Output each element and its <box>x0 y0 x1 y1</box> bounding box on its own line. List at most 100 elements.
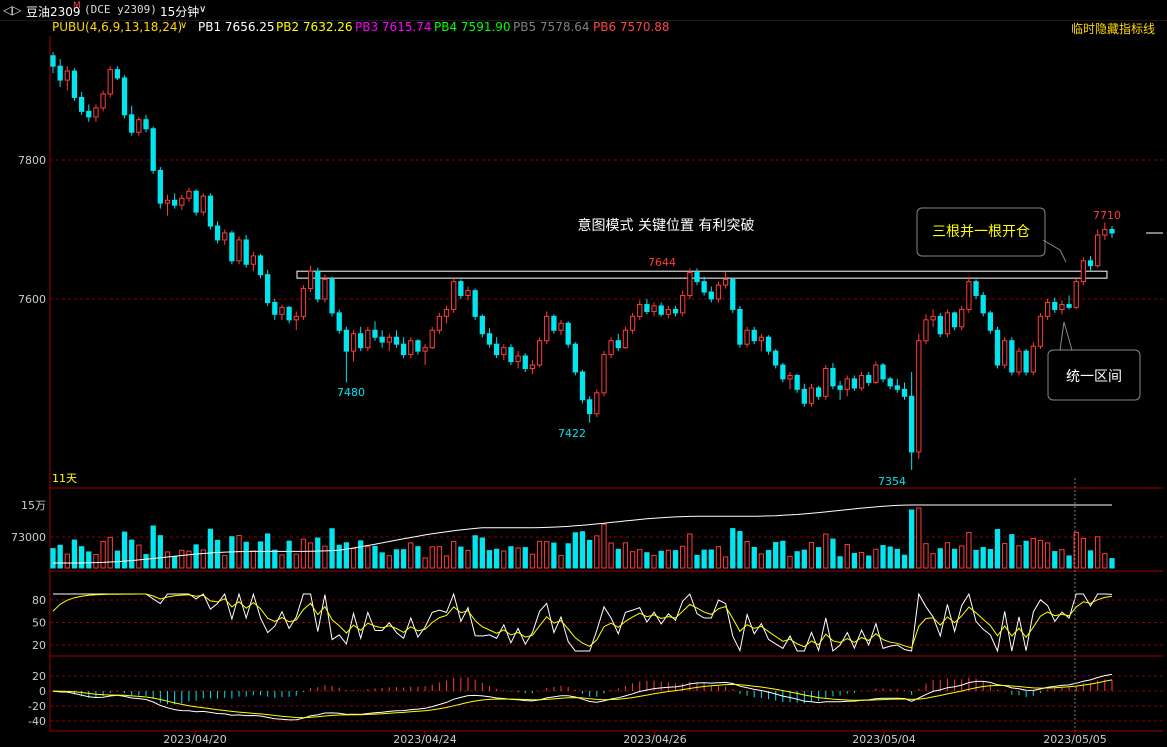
indicator-chevron-icon[interactable]: ∨ <box>180 20 188 31</box>
candle <box>200 195 206 213</box>
volume-bar <box>758 553 765 569</box>
candle <box>300 288 307 317</box>
volume-bar <box>57 544 63 569</box>
candle <box>687 272 693 297</box>
volume-bar <box>100 540 106 569</box>
candle <box>71 70 78 98</box>
candle <box>730 279 736 310</box>
candle <box>672 308 679 314</box>
volume-bar <box>508 546 514 569</box>
candle <box>1052 301 1058 310</box>
volume-bar <box>379 552 385 569</box>
volume-bar <box>1009 534 1015 569</box>
candle <box>114 69 121 79</box>
candle <box>680 295 686 314</box>
candle <box>844 378 850 390</box>
double-arrow-icon[interactable]: ◁▷ <box>3 3 22 17</box>
volume-bar <box>186 550 192 569</box>
volume-bar <box>794 551 800 569</box>
volume-bar <box>358 540 364 569</box>
x-tick-label: 2023/05/05 <box>1043 733 1106 746</box>
candle <box>1080 260 1087 283</box>
volume-bar <box>665 549 672 569</box>
candle <box>322 279 328 300</box>
volume-bar <box>866 555 872 569</box>
candle <box>429 329 435 349</box>
callout-box <box>1047 349 1141 401</box>
indicator-name[interactable]: PUBU(4,6,9,13,18,24) <box>52 20 183 34</box>
volume-bar <box>71 539 78 569</box>
candle <box>594 392 600 415</box>
candle <box>572 343 578 373</box>
volume-bar <box>751 546 757 569</box>
hide-indicator-button[interactable]: 临时隐藏指标线 <box>1070 22 1155 36</box>
volume-bar <box>479 537 485 569</box>
volume-bar <box>422 557 428 569</box>
volume-tick-label: 73000 <box>11 531 46 544</box>
volume-bar <box>171 556 178 569</box>
candle <box>350 333 357 352</box>
candle <box>214 225 221 241</box>
volume-bar <box>200 549 206 569</box>
candle <box>50 55 56 67</box>
candle <box>937 315 943 335</box>
candle <box>923 319 929 342</box>
candle <box>866 374 872 383</box>
x-tick-label: 2023/04/26 <box>623 733 686 746</box>
candle <box>93 107 99 118</box>
volume-bar <box>551 542 557 569</box>
candle <box>622 329 629 349</box>
price-annotation: 意图模式 关键位置 有利突破 <box>578 217 755 234</box>
period-selector[interactable]: 15分钟 <box>160 5 200 19</box>
volume-bar <box>1109 558 1115 569</box>
volume-bar <box>701 549 707 569</box>
volume-bar <box>687 533 693 569</box>
candle <box>522 355 528 369</box>
candle <box>887 378 893 387</box>
volume-bar <box>336 544 342 569</box>
volume-bar <box>601 523 607 569</box>
callout-pointer <box>1059 321 1073 351</box>
candle <box>501 347 507 356</box>
volume-bar <box>780 540 786 569</box>
candle <box>1016 350 1022 373</box>
candle <box>358 333 364 349</box>
volume-bar <box>851 552 858 569</box>
symbol-name[interactable]: 豆油2309 <box>26 5 81 19</box>
candle <box>758 336 765 342</box>
volume-bar <box>715 546 722 569</box>
candle <box>694 272 700 283</box>
volume-bar <box>1059 549 1065 569</box>
volume-bar <box>637 549 643 569</box>
chevron-down-icon[interactable]: ∨ <box>199 4 207 15</box>
volume-bar <box>937 548 943 569</box>
candle <box>179 197 185 206</box>
volume-bar <box>1023 540 1029 569</box>
volume-bar <box>1095 536 1101 569</box>
volume-bar <box>86 551 92 569</box>
candle <box>880 364 886 380</box>
volume-bar <box>393 549 400 569</box>
candle <box>1073 281 1079 308</box>
volume-bar <box>343 542 350 569</box>
volume-bar <box>250 550 256 569</box>
candle <box>493 343 500 356</box>
candle <box>815 387 822 397</box>
candle <box>644 304 650 313</box>
candle <box>629 315 636 331</box>
x-tick-label: 2023/04/20 <box>163 733 226 746</box>
volume-bar <box>129 539 135 569</box>
candle <box>315 270 321 300</box>
indicator-value-pb5: PB5 7578.64 <box>513 20 590 34</box>
volume-bar <box>458 546 464 569</box>
title-bar: ◁▷ 豆油2309 M (DCE y2309) 15分钟 ∨ <box>0 0 1167 21</box>
candle <box>393 336 400 345</box>
volume-bar <box>815 547 822 569</box>
volume-bar <box>737 531 743 569</box>
volume-bar <box>994 529 1001 569</box>
candle <box>1102 229 1108 236</box>
volume-bar <box>744 541 750 569</box>
volume-bar <box>350 548 357 569</box>
volume-bar <box>844 544 850 569</box>
